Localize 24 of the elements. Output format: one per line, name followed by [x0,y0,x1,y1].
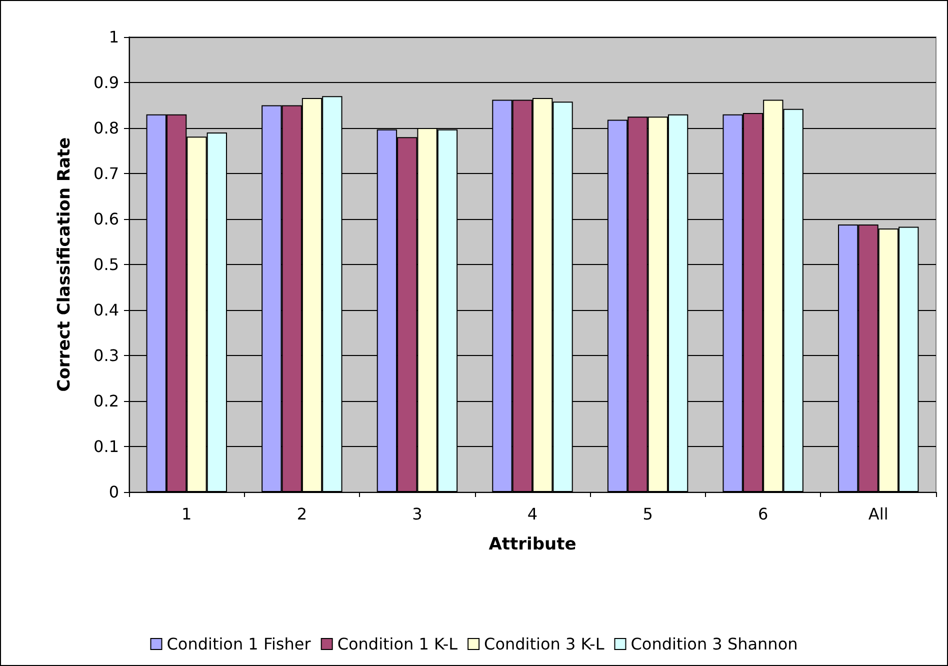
x-tick-label: 3 [412,504,422,524]
y-tick-label: 0.6 [94,210,119,228]
x-tick-label: All [868,504,888,524]
x-tick-label: 4 [527,504,538,524]
legend-label: Condition 3 K-L [484,634,604,654]
y-axis-title: Correct Classification Rate [54,137,74,392]
y-tick-label: 0.1 [94,437,119,456]
x-tick-label: 6 [758,504,768,524]
y-tick-label: 0.9 [94,73,119,92]
y-tick-label: 0.4 [94,300,119,320]
y-tick-label: 0 [108,482,119,502]
x-tick-label: 5 [642,504,653,524]
y-tick-label: 0.8 [94,118,119,138]
legend-label: Condition 1 K-L [337,634,458,654]
legend-label: Condition 1 Fisher [166,634,312,654]
y-tick-label: 0.3 [94,346,119,365]
y-tick-label: 0.7 [94,164,119,183]
x-tick-label: 2 [296,504,308,524]
x-tick-label: 1 [182,504,192,524]
y-tick-label: 1 [108,28,119,46]
x-axis-title: Attribute [488,534,576,554]
y-tick-label: 0.2 [94,392,119,410]
y-tick-label: 0.5 [94,255,119,274]
legend-label: Condition 3 Shannon [630,634,798,654]
